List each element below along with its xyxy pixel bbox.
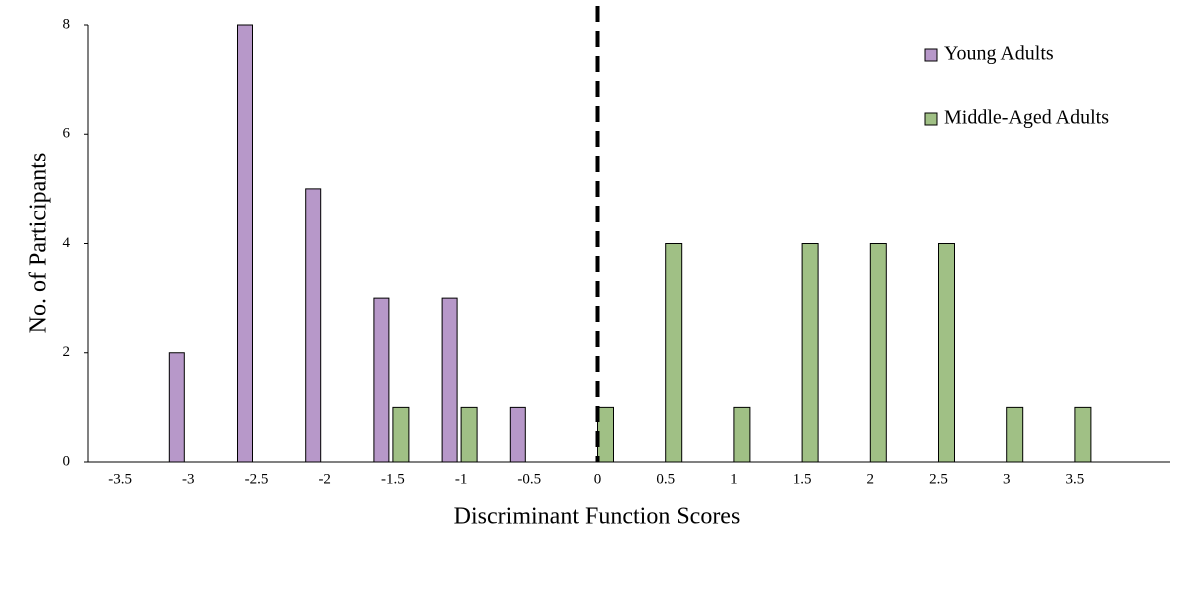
y-tick-label: 4	[63, 235, 71, 251]
bar	[237, 24, 253, 463]
x-tick-label: 2.5	[929, 471, 948, 487]
bar	[392, 406, 410, 463]
bar	[733, 406, 751, 463]
legend-text: Young Adults	[944, 43, 1054, 65]
x-tick-label: -3	[182, 471, 195, 487]
x-tick-label: 1.5	[793, 471, 812, 487]
bar	[938, 243, 955, 463]
x-tick-label: -0.5	[517, 471, 541, 487]
x-tick-label: 1	[730, 471, 738, 487]
bar	[869, 243, 887, 463]
legend-swatch	[924, 48, 938, 62]
bar	[509, 406, 526, 463]
x-tick-label: 0	[594, 471, 602, 487]
bar	[441, 297, 458, 463]
x-tick-label: -2	[318, 471, 331, 487]
legend-swatch	[924, 112, 938, 126]
x-tick-label: 0.5	[656, 471, 675, 487]
y-tick-label: 6	[63, 126, 71, 142]
bar	[305, 188, 322, 463]
x-tick-label: -2.5	[245, 471, 269, 487]
legend-text: Middle-Aged Adults	[944, 107, 1109, 129]
x-tick-label: 2	[867, 471, 875, 487]
y-tick-label: 8	[63, 16, 71, 32]
y-axis-title: No. of Participants	[26, 153, 52, 334]
bar	[665, 243, 683, 463]
bar	[168, 352, 185, 463]
x-tick-label: 3	[1003, 471, 1011, 487]
x-tick-label: 3.5	[1066, 471, 1085, 487]
x-axis-title: Discriminant Function Scores	[454, 504, 741, 530]
bar	[1074, 406, 1092, 463]
x-tick-label: -1	[455, 471, 468, 487]
y-tick-label: 2	[63, 344, 71, 360]
bar	[460, 406, 478, 463]
bar	[1006, 406, 1024, 463]
bar	[597, 406, 614, 463]
bar	[373, 297, 390, 463]
bar	[801, 243, 819, 463]
y-tick-label: 0	[63, 453, 71, 469]
x-tick-label: -1.5	[381, 471, 405, 487]
x-tick-label: -3.5	[108, 471, 132, 487]
